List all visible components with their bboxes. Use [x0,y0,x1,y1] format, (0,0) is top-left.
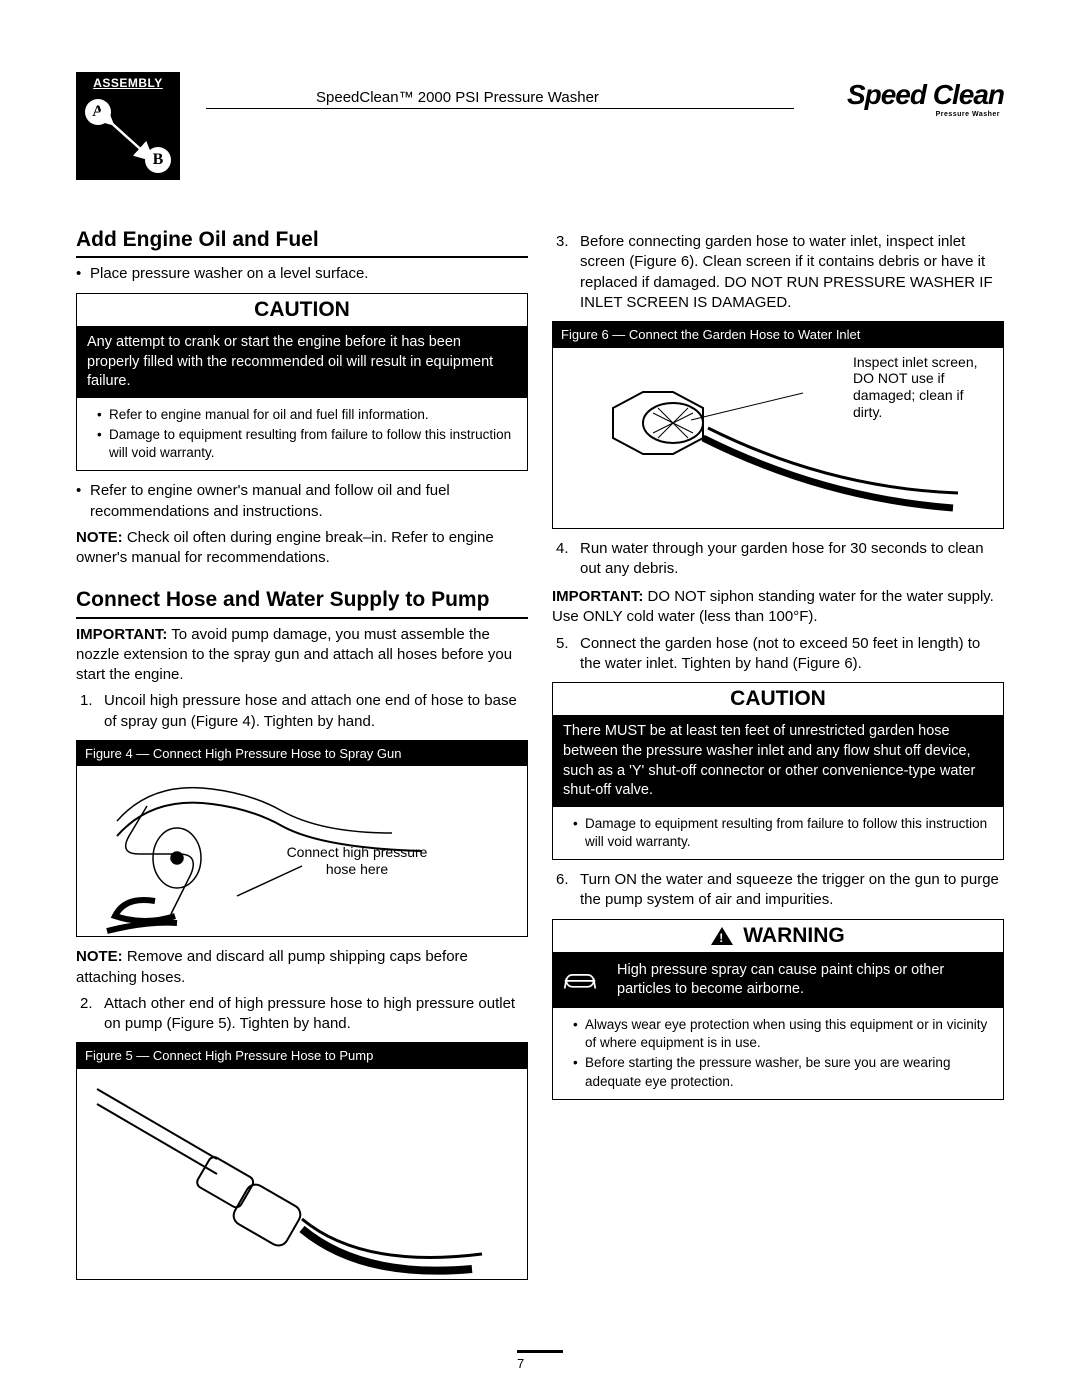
warning-title: WARNING [743,922,845,950]
caution-box-1: CAUTION Any attempt to crank or start th… [76,293,528,472]
important-avoid-pump-damage: IMPORTANT: To avoid pump damage, you mus… [76,625,528,686]
section-heading-oil-fuel: Add Engine Oil and Fuel [76,226,528,254]
eye-protection-icon [553,953,607,1008]
figure-6-caption: Figure 6 — Connect the Garden Hose to Wa… [553,322,1003,348]
left-column: Add Engine Oil and Fuel Place pressure w… [76,226,528,1290]
warning-triangle-icon [711,927,733,945]
page-number: 7 [517,1350,563,1373]
badge-arrow-icon [77,93,181,179]
doc-title: SpeedClean™ 2000 PSI Pressure Washer [316,88,599,108]
step-6: 6.Turn ON the water and squeeze the trig… [552,870,1004,911]
note-check-oil: NOTE: Check oil often during engine brea… [76,528,528,569]
step-3: 3.Before connecting garden hose to water… [552,232,1004,313]
caution-body: There MUST be at least ten feet of unres… [553,716,1003,806]
warning-body: High pressure spray can cause paint chip… [607,953,1003,1008]
figure-4-annotation: Connect high pressure hose here [277,844,437,878]
section-heading-connect-hose: Connect Hose and Water Supply to Pump [76,586,528,614]
bullet-refer-manual: Refer to engine owner's manual and follo… [76,481,528,522]
warning-sub: Always wear eye protection when using th… [573,1016,993,1052]
caution-sub: Damage to equipment resulting from failu… [97,426,517,462]
figure-4: Figure 4 — Connect High Pressure Hose to… [76,740,528,938]
caution-sub: Refer to engine manual for oil and fuel … [97,406,517,424]
step-2: 2.Attach other end of high pressure hose… [76,994,528,1035]
brand-name: Speed Clean [847,79,1004,110]
assembly-label: ASSEMBLY [77,73,179,93]
caution-body: Any attempt to crank or start the engine… [77,327,527,398]
caution-sub: Damage to equipment resulting from failu… [573,815,993,851]
assembly-badge: ASSEMBLY A B [76,72,180,180]
step-5: 5.Connect the garden hose (not to exceed… [552,634,1004,675]
figure-5: Figure 5 — Connect High Pressure Hose to… [76,1042,528,1280]
caution-title: CAUTION [77,294,527,327]
note-shipping-caps: NOTE: Remove and discard all pump shippi… [76,947,528,988]
caution-title: CAUTION [553,683,1003,716]
header-rule [206,108,794,109]
figure-4-caption: Figure 4 — Connect High Pressure Hose to… [77,741,527,767]
figure-5-caption: Figure 5 — Connect High Pressure Hose to… [77,1043,527,1069]
warning-box: WARNING High pressure spray can cause pa… [552,919,1004,1100]
figure-6: Figure 6 — Connect the Garden Hose to Wa… [552,321,1004,529]
step-1: 1.Uncoil high pressure hose and attach o… [76,691,528,732]
caution-box-2: CAUTION There MUST be at least ten feet … [552,682,1004,860]
page-header: ASSEMBLY A B SpeedClean™ 2000 PSI Pressu… [76,80,1004,116]
brand-logo: Speed Clean Pressure Washer [847,76,1004,119]
warning-sub: Before starting the pressure washer, be … [573,1054,993,1090]
figure-5-art [77,1069,527,1279]
step-4: 4.Run water through your garden hose for… [552,539,1004,580]
bullet-level-surface: Place pressure washer on a level surface… [76,264,528,284]
brand-sub: Pressure Washer [847,110,1004,119]
right-column: 3.Before connecting garden hose to water… [552,226,1004,1290]
important-no-siphon: IMPORTANT: DO NOT siphon standing water … [552,587,1004,628]
warning-header: WARNING [553,920,1003,953]
figure-6-annotation: Inspect inlet screen, DO NOT use if dama… [853,354,993,421]
